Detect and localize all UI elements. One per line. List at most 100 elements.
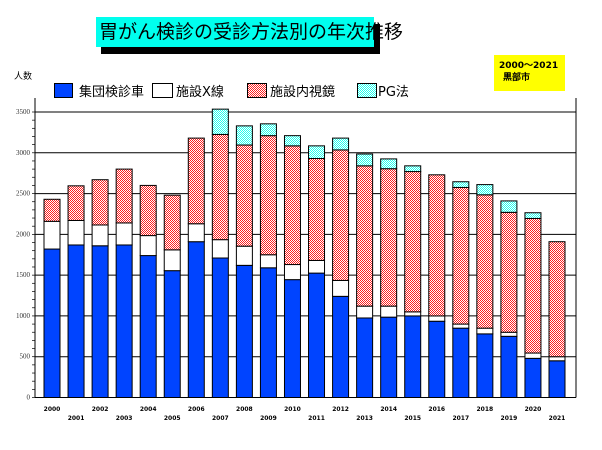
bar-mobile (67, 244, 85, 398)
bar-xray (43, 220, 61, 250)
bar-mobile (476, 333, 494, 399)
bar-pg (500, 200, 518, 213)
y-tick-label: 0 (27, 394, 31, 402)
y-tick-label: 3000 (16, 149, 31, 157)
x-tick-label: 2012 (332, 406, 349, 413)
bar-pg (356, 153, 374, 167)
bar-endoscopy (187, 137, 205, 225)
bar-endoscopy (548, 241, 566, 358)
bar-mobile (43, 248, 61, 398)
legend-label: 施設X線 (176, 85, 224, 100)
legend-swatch (54, 83, 73, 98)
x-tick-label: 2013 (356, 415, 373, 422)
legend-label: PG法 (378, 85, 409, 100)
bar-xray (91, 224, 109, 247)
y-tick-label: 1500 (16, 271, 31, 279)
bar-pg (283, 135, 301, 147)
y-tick-label: 3500 (16, 108, 31, 116)
x-tick-label: 2009 (260, 415, 277, 422)
bar-endoscopy (283, 145, 301, 266)
x-tick-label: 2010 (284, 406, 301, 413)
bar-endoscopy (235, 144, 253, 247)
x-tick-label: 2011 (308, 415, 325, 422)
legend-item-xray: 施設X線 (152, 81, 224, 100)
bar-endoscopy (115, 168, 133, 224)
bar-xray (235, 245, 253, 266)
bar-xray (356, 305, 374, 319)
bar-xray (452, 323, 470, 329)
bar-xray (187, 223, 205, 243)
y-axis-label: 人数 (14, 72, 33, 82)
x-tick-label: 2016 (428, 406, 445, 413)
bar-xray (163, 249, 181, 272)
bar-mobile (500, 335, 518, 399)
x-tick-label: 2000 (44, 406, 61, 413)
bar-pg (332, 137, 350, 151)
x-tick-label: 2017 (452, 415, 469, 422)
bar-xray (139, 235, 157, 257)
bar-pg (211, 108, 229, 135)
bar-xray (308, 259, 326, 274)
bar-xray (500, 331, 518, 337)
bar-endoscopy (163, 194, 181, 251)
bar-xray (259, 254, 277, 269)
bar-xray (404, 311, 422, 317)
bar-endoscopy (332, 149, 350, 281)
x-tick-label: 2020 (525, 406, 542, 413)
x-tick-label: 2015 (404, 415, 421, 422)
bar-mobile (163, 270, 181, 399)
bar-mobile (283, 279, 301, 398)
x-tick-label: 2019 (501, 415, 518, 422)
bar-pg (404, 165, 422, 173)
x-tick-label: 2001 (68, 415, 85, 422)
bar-mobile (259, 267, 277, 398)
bar-endoscopy (139, 184, 157, 237)
x-tick-label: 2021 (549, 415, 566, 422)
bar-mobile (404, 315, 422, 398)
bar-mobile (211, 257, 229, 398)
bar-endoscopy (356, 165, 374, 307)
bar-xray (524, 352, 542, 359)
bar-xray (211, 239, 229, 259)
bar-pg (476, 184, 494, 196)
bar-endoscopy (43, 198, 61, 222)
bar-endoscopy (452, 186, 470, 325)
legend-swatch (152, 83, 173, 98)
period-label: 2000～2021 (499, 61, 559, 71)
bar-xray (428, 315, 446, 322)
bar-xray (380, 305, 398, 318)
y-tick-label: 2000 (16, 230, 31, 238)
bar-endoscopy (428, 174, 446, 317)
bar-mobile (332, 295, 350, 399)
legend-label: 施設内視鏡 (270, 85, 336, 100)
bar-endoscopy (404, 171, 422, 313)
bar-mobile (115, 244, 133, 398)
bar-endoscopy (524, 217, 542, 354)
bar-endoscopy (211, 133, 229, 241)
y-tick-label: 2500 (16, 190, 31, 198)
bar-xray (476, 327, 494, 335)
legend-item-mobile: 集団検診車 (54, 81, 144, 100)
legend-label: 集団検診車 (79, 85, 145, 100)
bar-endoscopy (500, 211, 518, 333)
bar-pg (235, 125, 253, 146)
x-tick-label: 2004 (140, 406, 157, 413)
bar-mobile (308, 272, 326, 399)
bar-endoscopy (91, 179, 109, 226)
bar-endoscopy (308, 157, 326, 261)
bar-mobile (91, 245, 109, 398)
bar-mobile (380, 316, 398, 398)
x-tick-label: 2002 (92, 406, 109, 413)
bar-pg (259, 123, 277, 137)
bar-mobile (428, 320, 446, 398)
info-box: 2000～2021 黒部市 (494, 55, 565, 91)
x-tick-label: 2014 (380, 406, 397, 413)
bar-pg (452, 181, 470, 188)
x-tick-label: 2005 (164, 415, 181, 422)
x-tick-label: 2008 (236, 406, 253, 413)
legend-swatch (247, 83, 267, 98)
bar-xray (67, 219, 85, 246)
bar-mobile (139, 255, 157, 398)
bar-xray (283, 264, 301, 281)
legend-item-endoscopy: 施設内視鏡 (247, 81, 335, 100)
